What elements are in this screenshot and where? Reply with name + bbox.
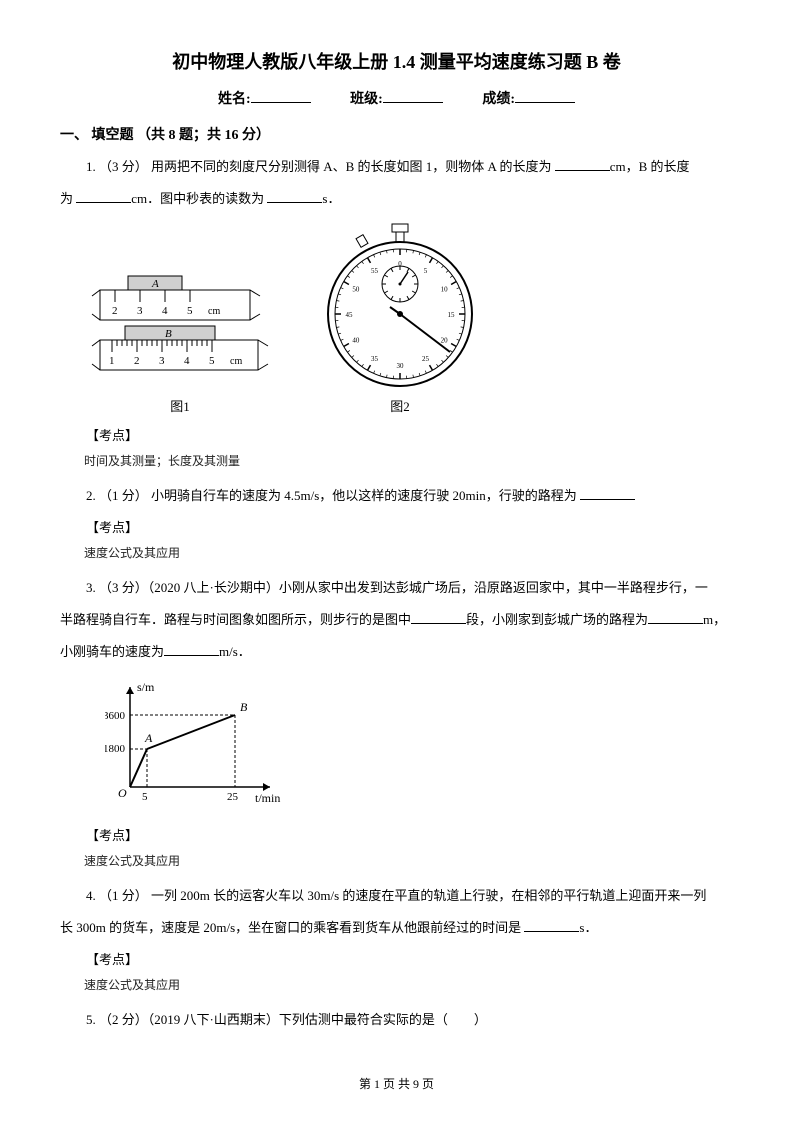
svg-text:s/m: s/m bbox=[137, 680, 155, 694]
svg-text:5: 5 bbox=[209, 355, 215, 367]
question-4-line2: 长 300m 的货车，速度是 20m/s，坐在窗口的乘客看到货车从他跟前经过的时… bbox=[60, 915, 733, 941]
svg-text:5: 5 bbox=[142, 791, 148, 803]
svg-text:1: 1 bbox=[109, 355, 115, 367]
q4-kaodian: 【考点】 bbox=[86, 949, 733, 968]
question-2: 2. （1 分） 小明骑自行车的速度为 4.5m/s，他以这样的速度行驶 20m… bbox=[60, 483, 733, 509]
svg-text:3600: 3600 bbox=[105, 710, 126, 722]
q4-text-b: s． bbox=[579, 920, 597, 935]
question-1-line1: 1. （3 分） 用两把不同的刻度尺分别测得 A、B 的长度如图 1，则物体 A… bbox=[60, 154, 733, 180]
class-blank[interactable] bbox=[383, 89, 443, 103]
q2-kaodian-content: 速度公式及其应用 bbox=[84, 544, 733, 561]
page-footer: 第 1 页 共 9 页 bbox=[0, 1075, 793, 1092]
q3-text-e: m/s． bbox=[219, 644, 251, 659]
svg-text:10: 10 bbox=[441, 286, 449, 294]
question-5: 5. （2 分）（2019 八下·山西期末）下列估测中最符合实际的是（ ） bbox=[60, 1007, 733, 1033]
figures-row-1: A 2345cm B 12345cm 图1 bbox=[90, 222, 733, 415]
q2-blank[interactable] bbox=[580, 488, 635, 500]
svg-text:20: 20 bbox=[441, 337, 449, 345]
q3-blank-1[interactable] bbox=[411, 612, 466, 624]
q3-blank-3[interactable] bbox=[164, 644, 219, 656]
q3-text-d: 小刚骑车的速度为 bbox=[60, 644, 164, 659]
stopwatch-svg: 0 5 10 15 20 25 30 35 40 45 50 55 bbox=[320, 222, 480, 392]
question-3-line2: 半路程骑自行车．路程与时间图象如图所示，则步行的是图中 段，小刚家到彭城广场的路程… bbox=[60, 607, 733, 633]
svg-text:35: 35 bbox=[371, 355, 379, 363]
q1-kaodian-content: 时间及其测量；长度及其测量 bbox=[84, 452, 733, 469]
svg-text:cm: cm bbox=[208, 306, 220, 317]
chart-svg: s/m t/min 3600 1800 5 25 O A B bbox=[105, 677, 285, 807]
section-1-title: 一、 填空题 （共 8 题；共 16 分） bbox=[60, 124, 733, 144]
svg-text:25: 25 bbox=[422, 355, 430, 363]
q4-text-a: 长 300m 的货车，速度是 20m/s，坐在窗口的乘客看到货车从他跟前经过的时… bbox=[60, 920, 524, 935]
q4-blank[interactable] bbox=[524, 920, 579, 932]
q1-blank-2[interactable] bbox=[76, 191, 131, 203]
svg-text:A: A bbox=[151, 278, 159, 290]
svg-text:5: 5 bbox=[187, 305, 193, 317]
q1-text-e: s． bbox=[322, 191, 340, 206]
question-4-line1: 4. （1 分） 一列 200m 长的运客火车以 30m/s 的速度在平直的轨道… bbox=[60, 883, 733, 909]
q1-blank-1[interactable] bbox=[555, 159, 610, 171]
svg-text:O: O bbox=[118, 786, 127, 800]
score-blank[interactable] bbox=[515, 89, 575, 103]
svg-text:3: 3 bbox=[137, 305, 143, 317]
svg-text:50: 50 bbox=[352, 286, 360, 294]
q1-text-d: cm．图中秒表的读数为 bbox=[131, 191, 267, 206]
page-title: 初中物理人教版八年级上册 1.4 测量平均速度练习题 B 卷 bbox=[60, 48, 733, 74]
q3-kaodian-content: 速度公式及其应用 bbox=[84, 852, 733, 869]
q4-kaodian-content: 速度公式及其应用 bbox=[84, 976, 733, 993]
q1-text-a: 1. （3 分） 用两把不同的刻度尺分别测得 A、B 的长度如图 1，则物体 A… bbox=[86, 159, 555, 174]
svg-text:2: 2 bbox=[112, 305, 118, 317]
name-blank[interactable] bbox=[251, 89, 311, 103]
q1-text-c: 为 bbox=[60, 191, 76, 206]
score-label: 成绩: bbox=[482, 92, 515, 107]
question-3-line3: 小刚骑车的速度为 m/s． bbox=[60, 639, 733, 665]
svg-text:45: 45 bbox=[346, 311, 354, 319]
q3-blank-2[interactable] bbox=[648, 612, 703, 624]
q3-text-c: m， bbox=[703, 612, 726, 627]
q1-text-b: cm，B 的长度 bbox=[610, 159, 690, 174]
figure-2: 0 5 10 15 20 25 30 35 40 45 50 55 图2 bbox=[320, 222, 480, 415]
svg-text:1800: 1800 bbox=[105, 743, 126, 755]
q3-text-a: 半路程骑自行车．路程与时间图象如图所示，则步行的是图中 bbox=[60, 612, 411, 627]
fig1-caption: 图1 bbox=[170, 396, 190, 415]
svg-text:0: 0 bbox=[398, 260, 402, 268]
q1-blank-3[interactable] bbox=[267, 191, 322, 203]
svg-text:4: 4 bbox=[184, 355, 190, 367]
fig2-caption: 图2 bbox=[390, 396, 410, 415]
q3-text-b: 段，小刚家到彭城广场的路程为 bbox=[466, 612, 648, 627]
svg-text:5: 5 bbox=[424, 267, 428, 275]
header-info: 姓名: 班级: 成绩: bbox=[60, 88, 733, 108]
svg-text:40: 40 bbox=[352, 337, 360, 345]
ruler-svg: A 2 3 4 5 cm B 1 2 3 4 5 cm bbox=[90, 272, 270, 392]
svg-text:3: 3 bbox=[159, 355, 165, 367]
q2-text: 2. （1 分） 小明骑自行车的速度为 4.5m/s，他以这样的速度行驶 20m… bbox=[86, 488, 580, 503]
svg-text:15: 15 bbox=[448, 311, 456, 319]
figure-1: A 2 3 4 5 cm B 1 2 3 4 5 cm 图1 bbox=[90, 272, 270, 415]
name-label: 姓名: bbox=[218, 92, 251, 107]
svg-text:cm: cm bbox=[230, 356, 242, 367]
svg-text:B: B bbox=[165, 328, 172, 340]
question-1-line2: 为 cm．图中秒表的读数为 s． bbox=[60, 186, 733, 212]
q3-kaodian: 【考点】 bbox=[86, 825, 733, 844]
svg-text:55: 55 bbox=[371, 267, 379, 275]
q1-kaodian: 【考点】 bbox=[86, 425, 733, 444]
q2-kaodian: 【考点】 bbox=[86, 517, 733, 536]
question-3-line1: 3. （3 分）（2020 八上·长沙期中）小刚从家中出发到达彭城广场后，沿原路… bbox=[60, 575, 733, 601]
svg-text:4: 4 bbox=[162, 305, 168, 317]
svg-text:B: B bbox=[240, 700, 248, 714]
class-label: 班级: bbox=[350, 92, 383, 107]
svg-text:A: A bbox=[144, 731, 153, 745]
svg-text:25: 25 bbox=[227, 791, 239, 803]
svg-text:2: 2 bbox=[134, 355, 140, 367]
svg-text:30: 30 bbox=[397, 362, 405, 370]
svg-text:t/min: t/min bbox=[255, 791, 280, 805]
